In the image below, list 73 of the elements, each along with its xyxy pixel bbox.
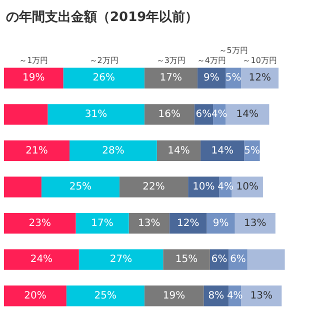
data-label: 19% bbox=[22, 72, 45, 84]
bar bbox=[4, 140, 70, 162]
bar bbox=[66, 286, 144, 306]
bar bbox=[70, 140, 157, 162]
data-label: 19% bbox=[162, 290, 186, 302]
bar bbox=[4, 176, 42, 198]
data-label: 12% bbox=[248, 72, 271, 84]
bar bbox=[163, 249, 210, 270]
data-label: 27% bbox=[110, 254, 132, 266]
bar bbox=[247, 249, 285, 270]
data-label: 28% bbox=[102, 145, 124, 156]
data-label: 10% bbox=[192, 182, 215, 193]
bar bbox=[78, 249, 164, 270]
bar bbox=[234, 212, 276, 234]
bar bbox=[156, 140, 201, 162]
bar bbox=[119, 176, 188, 198]
bar bbox=[4, 104, 48, 125]
data-label: 15% bbox=[175, 254, 198, 266]
bar bbox=[4, 68, 64, 88]
bar bbox=[169, 212, 207, 234]
series-label: ～10万円 bbox=[242, 56, 277, 65]
data-label: 17% bbox=[160, 72, 182, 84]
data-label: 21% bbox=[26, 145, 48, 156]
bar bbox=[128, 212, 170, 234]
bar bbox=[226, 104, 270, 125]
data-label: 14% bbox=[168, 145, 190, 156]
data-label: 26% bbox=[92, 72, 115, 84]
series-label: ～3万円 bbox=[156, 56, 186, 65]
data-label: 5% bbox=[244, 145, 260, 156]
bar bbox=[4, 249, 79, 270]
chart-title: の年間支出金額（2019年以前） bbox=[5, 8, 200, 27]
series-label: ～2万円 bbox=[89, 56, 118, 65]
series-label: ～5万円 bbox=[218, 46, 248, 55]
data-label: 8% bbox=[208, 290, 224, 302]
data-label: 9% bbox=[204, 72, 220, 84]
bar bbox=[188, 176, 220, 198]
bar bbox=[144, 286, 204, 306]
bar bbox=[48, 104, 144, 125]
bar bbox=[76, 212, 129, 234]
bar bbox=[144, 104, 194, 125]
data-label: 12% bbox=[176, 218, 200, 229]
data-label: 9% bbox=[212, 218, 229, 229]
data-label: 13% bbox=[138, 218, 160, 229]
data-label: 24% bbox=[30, 254, 53, 266]
data-label: 25% bbox=[69, 182, 92, 193]
data-label: 20% bbox=[24, 290, 46, 302]
data-label: 4% bbox=[211, 109, 228, 120]
bar bbox=[241, 68, 279, 88]
series-label: ～4万円 bbox=[196, 56, 226, 65]
data-label: 6% bbox=[230, 254, 246, 266]
data-label: 13% bbox=[250, 290, 273, 302]
data-label: 10% bbox=[236, 182, 258, 193]
series-label: ～1万円 bbox=[19, 56, 48, 65]
bar bbox=[200, 140, 244, 162]
data-label: 4% bbox=[218, 182, 234, 193]
data-label: 5% bbox=[225, 72, 242, 84]
data-label: 14% bbox=[211, 145, 234, 156]
data-label: 16% bbox=[158, 109, 180, 120]
bar bbox=[144, 68, 198, 88]
data-label: 22% bbox=[142, 182, 165, 193]
bar bbox=[63, 68, 144, 88]
data-label: 17% bbox=[91, 218, 114, 229]
data-label: 13% bbox=[244, 218, 266, 229]
bar bbox=[41, 176, 120, 198]
bar bbox=[4, 286, 66, 306]
data-label: 4% bbox=[226, 290, 243, 302]
data-label: 25% bbox=[94, 290, 117, 302]
data-label: 23% bbox=[28, 218, 51, 229]
data-label: 14% bbox=[236, 109, 258, 120]
data-label: 6% bbox=[211, 254, 228, 266]
bar bbox=[4, 212, 76, 234]
data-label: 31% bbox=[84, 109, 108, 120]
data-label: 6% bbox=[196, 109, 212, 120]
